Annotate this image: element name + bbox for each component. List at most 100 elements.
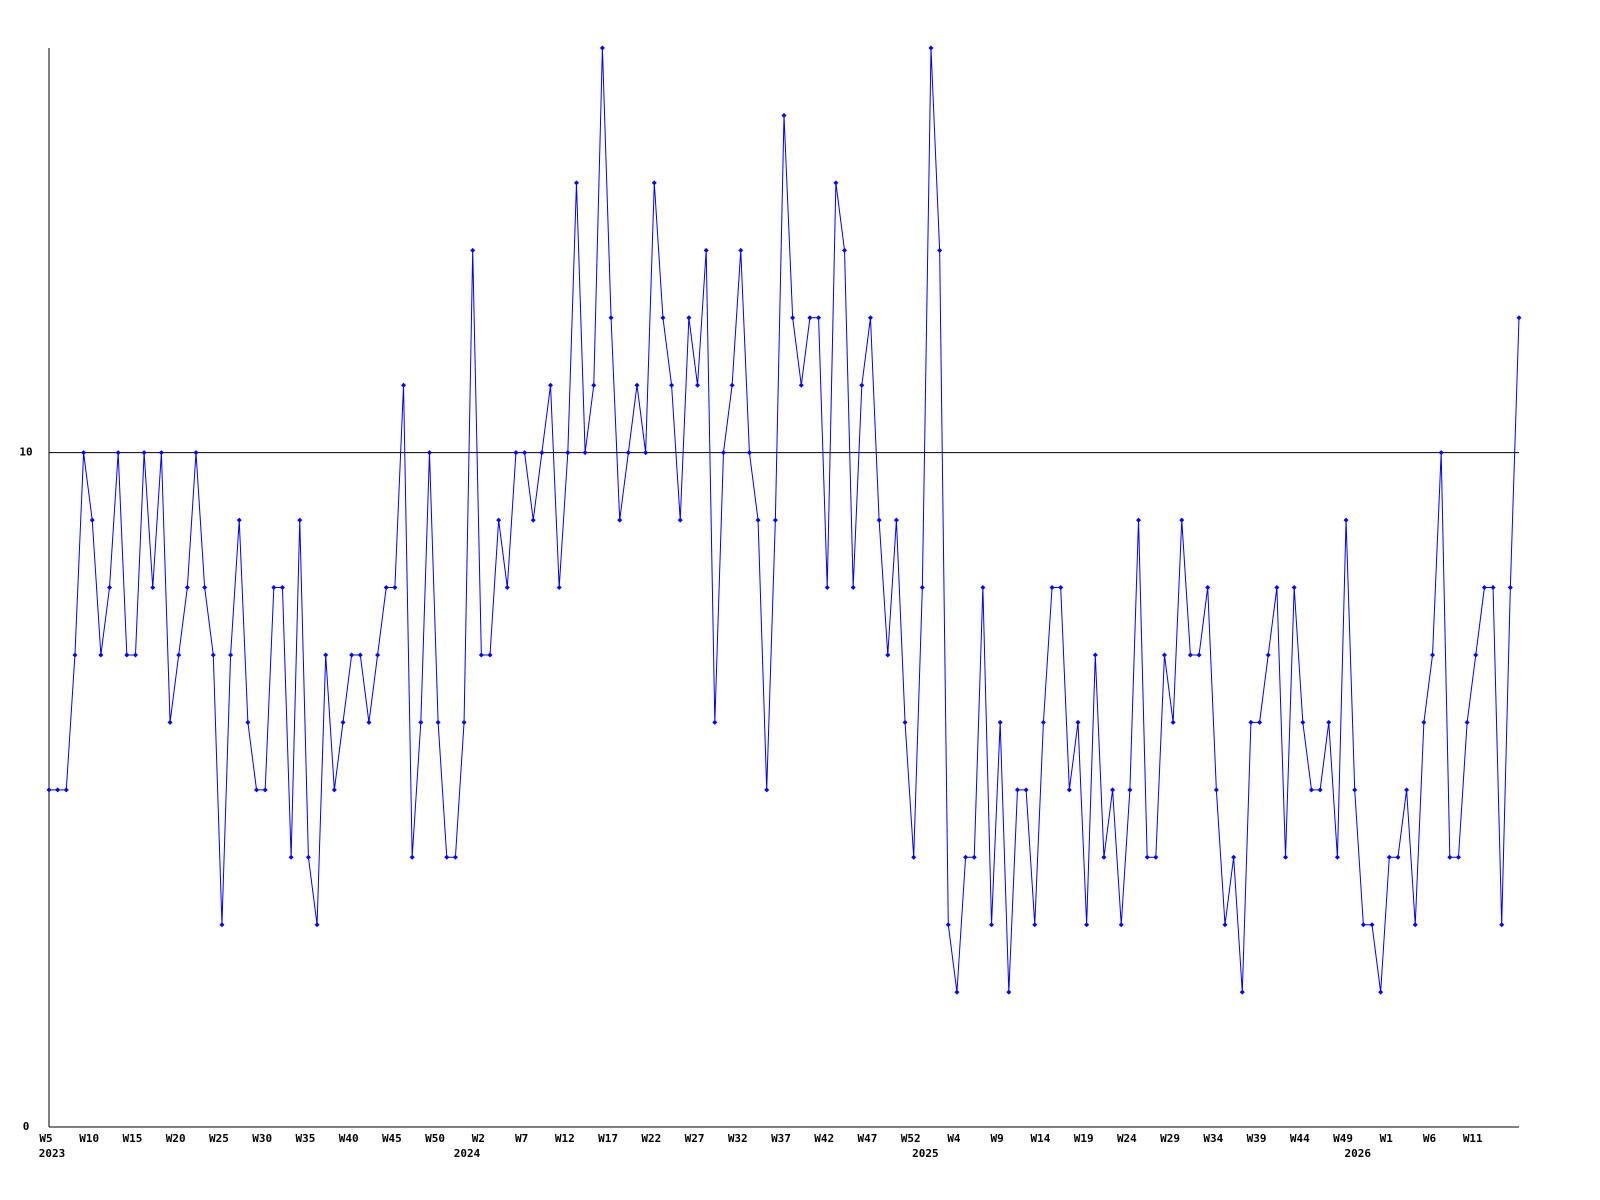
point-marker bbox=[314, 922, 320, 928]
x-tick-label: W14 bbox=[1030, 1132, 1050, 1145]
point-marker bbox=[1352, 787, 1358, 793]
point-marker bbox=[963, 854, 969, 860]
point-marker bbox=[496, 517, 502, 523]
point-marker bbox=[1507, 585, 1513, 590]
point-marker bbox=[297, 517, 303, 523]
point-marker bbox=[1343, 517, 1349, 523]
point-marker bbox=[115, 450, 121, 456]
point-marker bbox=[1023, 787, 1029, 793]
point-marker bbox=[911, 854, 917, 860]
point-marker bbox=[677, 517, 683, 523]
x-tick-label: W35 bbox=[295, 1132, 315, 1145]
point-marker bbox=[1265, 652, 1271, 658]
point-marker bbox=[634, 382, 640, 388]
point-marker bbox=[1395, 854, 1401, 860]
point-marker bbox=[366, 719, 372, 725]
point-marker bbox=[1196, 652, 1202, 658]
point-marker bbox=[418, 719, 424, 725]
point-marker bbox=[1360, 922, 1366, 928]
point-marker bbox=[1213, 787, 1219, 793]
point-marker bbox=[323, 652, 329, 658]
point-marker bbox=[504, 585, 510, 590]
point-marker bbox=[1014, 787, 1020, 793]
point-marker bbox=[746, 450, 752, 456]
point-marker bbox=[807, 315, 813, 321]
point-marker bbox=[1248, 719, 1254, 725]
point-marker bbox=[695, 382, 701, 388]
x-tick-label: W30 bbox=[252, 1132, 272, 1145]
x-tick-label: W47 bbox=[858, 1132, 878, 1145]
point-marker bbox=[72, 652, 78, 658]
point-marker bbox=[945, 922, 951, 928]
point-marker bbox=[712, 719, 718, 725]
point-marker bbox=[556, 585, 562, 590]
point-marker bbox=[228, 652, 234, 658]
point-marker bbox=[651, 180, 657, 186]
point-marker bbox=[608, 315, 614, 321]
point-marker bbox=[89, 517, 95, 523]
point-marker bbox=[141, 450, 147, 456]
point-marker bbox=[798, 382, 804, 388]
point-marker bbox=[1118, 922, 1124, 928]
point-marker bbox=[426, 450, 432, 456]
point-marker bbox=[764, 787, 770, 793]
point-marker bbox=[548, 382, 554, 388]
point-marker bbox=[1274, 585, 1280, 590]
point-marker bbox=[790, 315, 796, 321]
point-marker bbox=[669, 382, 675, 388]
point-marker bbox=[487, 652, 493, 658]
point-marker bbox=[573, 180, 579, 186]
point-marker bbox=[816, 315, 822, 321]
point-marker bbox=[1430, 652, 1436, 658]
x-tick-label: W4 bbox=[947, 1132, 961, 1145]
point-marker bbox=[729, 382, 735, 388]
point-marker bbox=[1170, 719, 1176, 725]
point-marker bbox=[1490, 585, 1496, 590]
point-marker bbox=[202, 585, 208, 590]
x-tick-label: W39 bbox=[1247, 1132, 1267, 1145]
point-marker bbox=[522, 450, 528, 456]
point-marker bbox=[1110, 787, 1116, 793]
point-marker bbox=[1326, 719, 1332, 725]
x-tick-label: W19 bbox=[1074, 1132, 1094, 1145]
x-tick-label: W15 bbox=[123, 1132, 143, 1145]
point-marker bbox=[582, 450, 588, 456]
point-marker bbox=[470, 247, 476, 253]
x-tick-label: W17 bbox=[598, 1132, 618, 1145]
point-marker bbox=[98, 652, 104, 658]
x-tick-label: W10 bbox=[79, 1132, 99, 1145]
point-marker bbox=[81, 450, 87, 456]
x-tick-label: W50 bbox=[425, 1132, 445, 1145]
point-marker bbox=[513, 450, 519, 456]
point-marker bbox=[1464, 719, 1470, 725]
point-marker bbox=[1438, 450, 1444, 456]
point-marker bbox=[219, 922, 225, 928]
point-marker bbox=[452, 854, 458, 860]
point-marker bbox=[55, 787, 61, 793]
point-marker bbox=[1058, 585, 1064, 590]
point-marker bbox=[1473, 652, 1479, 658]
point-marker bbox=[340, 719, 346, 725]
point-marker bbox=[409, 854, 415, 860]
point-marker bbox=[591, 382, 597, 388]
point-marker bbox=[357, 652, 363, 658]
point-marker bbox=[859, 382, 865, 388]
point-marker bbox=[184, 585, 190, 590]
point-marker bbox=[971, 854, 977, 860]
point-marker bbox=[1378, 989, 1384, 995]
point-marker bbox=[1455, 854, 1461, 860]
point-marker bbox=[1257, 719, 1263, 725]
point-marker bbox=[919, 585, 925, 590]
point-marker bbox=[833, 180, 839, 186]
point-marker bbox=[435, 719, 441, 725]
point-marker bbox=[1032, 922, 1038, 928]
point-marker bbox=[660, 315, 666, 321]
x-tick-label: W7 bbox=[515, 1132, 528, 1145]
point-marker bbox=[1187, 652, 1193, 658]
point-marker bbox=[63, 787, 69, 793]
point-marker bbox=[539, 450, 545, 456]
point-marker bbox=[158, 450, 164, 456]
point-marker bbox=[107, 585, 113, 590]
point-marker bbox=[1075, 719, 1081, 725]
